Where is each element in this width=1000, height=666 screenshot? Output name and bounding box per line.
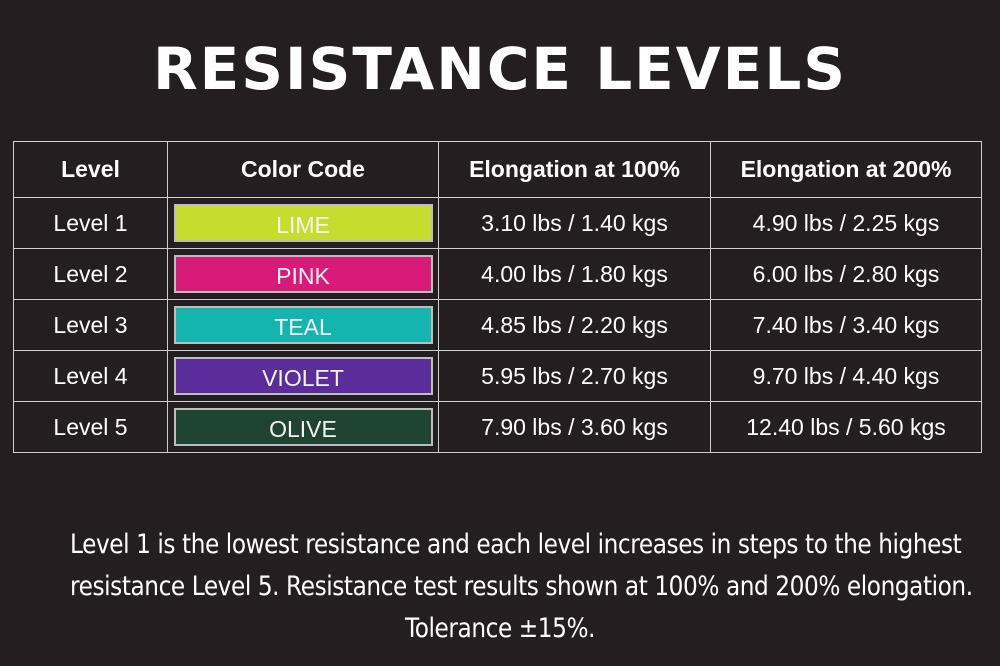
elongation-100-cell: 4.00 lbs / 1.80 kgs: [438, 248, 711, 300]
page-title: RESISTANCE LEVELS: [152, 35, 848, 103]
header-elongation-200: Elongation at 200%: [710, 141, 982, 198]
footnote: Level 1 is the lowest resistance and eac…: [70, 524, 973, 650]
header-elongation-100: Elongation at 100%: [438, 141, 711, 198]
table-row: Level 4 VIOLET 5.95 lbs / 2.70 kgs 9.70 …: [13, 350, 982, 402]
elongation-100-cell: 3.10 lbs / 1.40 kgs: [438, 197, 711, 249]
elongation-200-cell: 6.00 lbs / 2.80 kgs: [710, 248, 982, 300]
footnote-line: resistance Level 5. Resistance test resu…: [70, 571, 973, 602]
color-code-cell: OLIVE: [167, 401, 439, 453]
table-header-row: Level Color Code Elongation at 100% Elon…: [13, 141, 982, 198]
elongation-100-cell: 4.85 lbs / 2.20 kgs: [438, 299, 711, 351]
table-row: Level 2 PINK 4.00 lbs / 1.80 kgs 6.00 lb…: [13, 248, 982, 300]
color-swatch-olive: OLIVE: [173, 408, 433, 446]
resistance-table: Level Color Code Elongation at 100% Elon…: [13, 141, 982, 453]
footnote-line: Tolerance ±15%.: [404, 613, 596, 644]
color-swatch-lime: LIME: [173, 204, 433, 242]
color-swatch-violet: VIOLET: [173, 357, 433, 395]
color-swatch-pink: PINK: [173, 255, 433, 293]
elongation-200-cell: 9.70 lbs / 4.40 kgs: [710, 350, 982, 402]
level-cell: Level 2: [13, 248, 168, 300]
table-row: Level 3 TEAL 4.85 lbs / 2.20 kgs 7.40 lb…: [13, 299, 982, 351]
header-level: Level: [13, 141, 168, 198]
table-row: Level 1 LIME 3.10 lbs / 1.40 kgs 4.90 lb…: [13, 197, 982, 249]
color-code-cell: VIOLET: [167, 350, 439, 402]
elongation-200-cell: 12.40 lbs / 5.60 kgs: [710, 401, 982, 453]
color-code-cell: LIME: [167, 197, 439, 249]
footnote-line: Level 1 is the lowest resistance and eac…: [70, 529, 962, 560]
elongation-200-cell: 7.40 lbs / 3.40 kgs: [710, 299, 982, 351]
elongation-100-cell: 7.90 lbs / 3.60 kgs: [438, 401, 711, 453]
elongation-100-cell: 5.95 lbs / 2.70 kgs: [438, 350, 711, 402]
level-cell: Level 3: [13, 299, 168, 351]
color-code-cell: PINK: [167, 248, 439, 300]
level-cell: Level 5: [13, 401, 168, 453]
level-cell: Level 4: [13, 350, 168, 402]
header-color-code: Color Code: [167, 141, 439, 198]
level-cell: Level 1: [13, 197, 168, 249]
color-code-cell: TEAL: [167, 299, 439, 351]
table-row: Level 5 OLIVE 7.90 lbs / 3.60 kgs 12.40 …: [13, 401, 982, 453]
elongation-200-cell: 4.90 lbs / 2.25 kgs: [710, 197, 982, 249]
color-swatch-teal: TEAL: [173, 306, 433, 344]
